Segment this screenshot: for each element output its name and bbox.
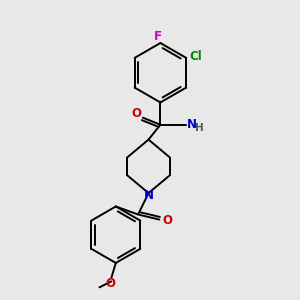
Text: O: O bbox=[132, 107, 142, 120]
Text: O: O bbox=[162, 214, 172, 227]
Text: N: N bbox=[187, 118, 197, 131]
Text: O: O bbox=[105, 277, 115, 290]
Text: N: N bbox=[143, 189, 154, 202]
Text: Cl: Cl bbox=[189, 50, 202, 63]
Text: H: H bbox=[195, 123, 203, 133]
Text: F: F bbox=[154, 30, 162, 43]
